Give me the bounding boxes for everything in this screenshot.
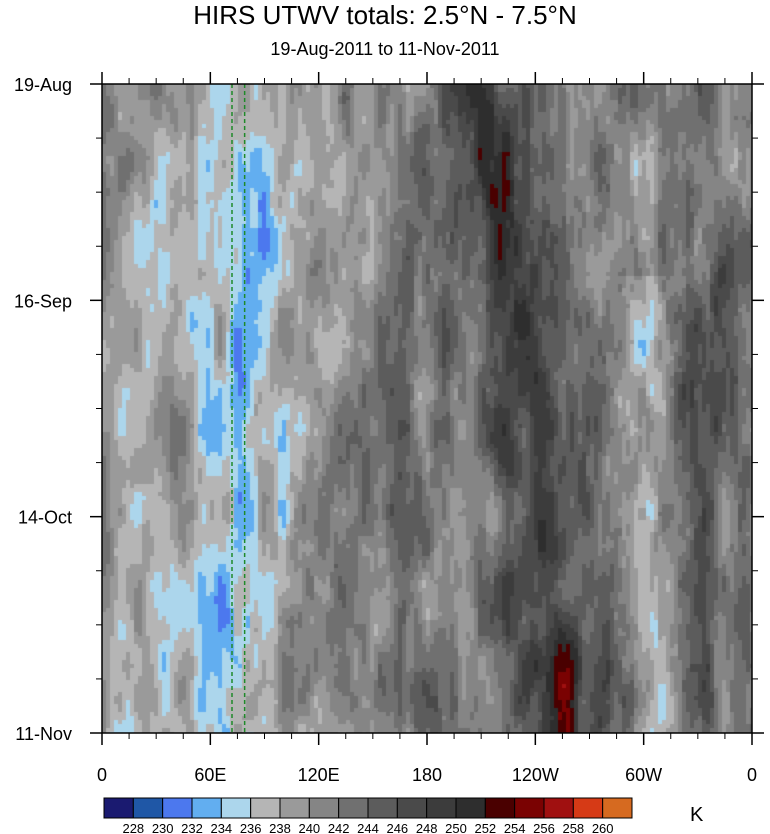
colorbar-label: 246 [386,821,408,834]
colorbar-box [308,797,340,819]
axes: 0 60E 120E 180 120W 60W 0 19-Aug 16-Sep 14-Oct 11-… [14,72,764,785]
colorbar-label: 238 [269,821,291,834]
x-tick-label: 60E [194,765,226,785]
utwv-field-raster [102,84,752,733]
colorbar-box [426,797,457,819]
colorbar-label: 256 [533,821,555,834]
colorbar-box [220,797,252,819]
colorbar-box [191,797,222,819]
y-tick-label: 19-Aug [14,75,72,95]
chart-subtitle: 19-Aug-2011 to 11-Nov-2011 [270,39,500,59]
colorbar-label: 254 [504,821,526,834]
colorbar-box [455,797,486,819]
colorbar-label: 260 [592,821,614,834]
colorbar-box [162,797,193,819]
colorbar-label: 252 [474,821,496,834]
plot-area [102,84,752,733]
colorbar-box [543,797,574,819]
x-tick-label: 60W [625,765,662,785]
colorbar-box [132,797,164,819]
colorbar-label: 244 [357,821,379,834]
colorbar: 228 230 232 234 236 238 240 242 244 246 248 250 252 2… [103,797,633,834]
colorbar-label: 228 [122,821,144,834]
colorbar-label: 236 [240,821,262,834]
chart-title: HIRS UTWV totals: 2.5°N - 7.5°N [193,0,577,30]
colorbar-units-label: K [690,804,704,826]
colorbar-box [367,797,398,819]
colorbar-box [514,797,545,819]
x-tick-label: 0 [747,765,757,785]
colorbar-box [484,797,516,819]
colorbar-label: 230 [152,821,174,834]
colorbar-label: 258 [562,821,584,834]
x-tick-label: 0 [97,765,107,785]
colorbar-box [279,797,310,819]
colorbar-label: 234 [210,821,232,834]
colorbar-box [396,797,428,819]
y-tick-label: 11-Nov [15,724,72,744]
colorbar-box [572,797,604,819]
x-tick-label: 180 [412,765,442,785]
colorbar-label: 240 [298,821,320,834]
y-tick-label: 14-Oct [18,508,72,528]
colorbar-label: 250 [445,821,467,834]
colorbar-label: 232 [181,821,203,834]
colorbar-box [250,797,281,819]
colorbar-label: 242 [328,821,350,834]
colorbar-box [602,797,633,819]
x-tick-label: 120W [512,765,559,785]
x-tick-label: 120E [298,765,340,785]
y-tick-label: 16-Sep [14,291,72,311]
colorbar-label: 248 [416,821,438,834]
colorbar-box [338,797,369,819]
colorbar-box [103,797,134,819]
